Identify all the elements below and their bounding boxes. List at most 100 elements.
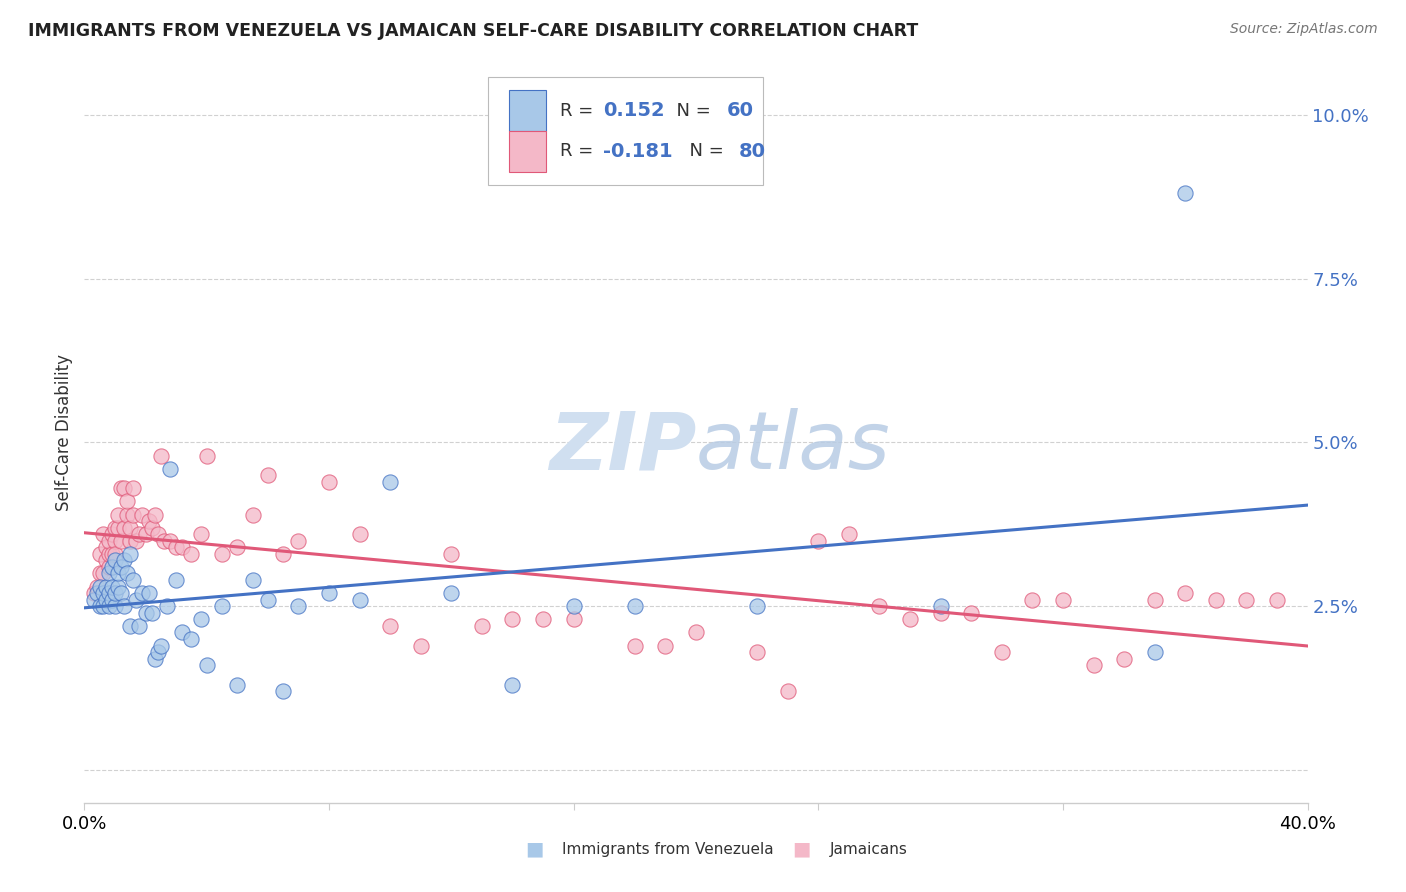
Point (91, 586, 114, 600)
Point (86, 586, 108, 600)
Point (1236, 592, 1258, 607)
Point (747, 599, 769, 614)
Point (131, 586, 153, 600)
Text: ■: ■ (792, 839, 811, 859)
Text: -0.181: -0.181 (603, 142, 672, 161)
Point (190, 612, 212, 626)
Point (838, 527, 860, 541)
Point (110, 481, 132, 495)
Text: ZIP: ZIP (548, 409, 696, 486)
Point (153, 533, 176, 548)
Point (149, 639, 172, 653)
Point (165, 541, 187, 555)
Point (257, 468, 280, 483)
Point (86, 580, 108, 594)
Y-axis label: Self-Care Disability: Self-Care Disability (55, 354, 73, 511)
Point (101, 527, 124, 541)
Point (141, 606, 163, 620)
Point (89, 580, 111, 594)
Point (112, 521, 135, 535)
Point (115, 566, 138, 581)
Point (1052, 592, 1074, 607)
Point (440, 586, 463, 600)
Point (94, 592, 117, 607)
Point (380, 619, 402, 633)
Point (242, 508, 264, 522)
Point (146, 527, 169, 541)
Point (1021, 592, 1043, 607)
Point (211, 547, 233, 561)
Point (242, 573, 264, 587)
Point (502, 678, 524, 692)
Point (91, 599, 114, 614)
Point (172, 625, 194, 640)
Point (747, 645, 769, 659)
Point (349, 527, 371, 541)
Point (83, 586, 105, 600)
Point (89, 599, 111, 614)
Point (101, 560, 124, 574)
Point (807, 533, 830, 548)
Point (869, 599, 891, 614)
Point (104, 533, 127, 548)
Point (165, 573, 187, 587)
Point (112, 599, 135, 614)
Point (685, 625, 707, 640)
Point (318, 586, 340, 600)
Point (929, 599, 952, 614)
Point (112, 553, 135, 567)
Point (107, 566, 129, 581)
Point (1174, 586, 1197, 600)
Point (146, 645, 169, 659)
Point (195, 449, 218, 463)
Point (143, 508, 166, 522)
Point (104, 599, 127, 614)
Point (91, 566, 114, 581)
Point (929, 606, 952, 620)
Point (287, 533, 309, 548)
Point (104, 586, 127, 600)
Point (128, 619, 150, 633)
Point (1143, 592, 1166, 607)
Point (97, 547, 120, 561)
Point (97, 560, 120, 574)
Point (101, 580, 124, 594)
Point (409, 639, 432, 653)
Point (104, 547, 127, 561)
Point (112, 481, 135, 495)
Point (271, 547, 294, 561)
Point (180, 547, 202, 561)
Point (120, 521, 142, 535)
Point (991, 645, 1014, 659)
Point (226, 678, 249, 692)
Point (83, 592, 105, 607)
Point (180, 632, 202, 646)
Point (120, 547, 142, 561)
Point (110, 586, 132, 600)
Point (776, 684, 799, 698)
Point (94, 580, 117, 594)
Point (226, 541, 249, 555)
Point (898, 612, 921, 626)
Point (107, 580, 129, 594)
Text: R =: R = (560, 143, 599, 161)
Point (287, 599, 309, 614)
Text: Jamaicans: Jamaicans (830, 842, 907, 856)
Point (1205, 592, 1227, 607)
Point (172, 541, 194, 555)
Point (89, 547, 111, 561)
Point (562, 612, 585, 626)
Point (107, 508, 129, 522)
Text: N =: N = (678, 143, 730, 161)
Text: 0.152: 0.152 (603, 101, 665, 120)
FancyBboxPatch shape (509, 131, 546, 171)
Point (122, 508, 145, 522)
Point (104, 553, 127, 567)
Point (110, 560, 132, 574)
Point (101, 547, 124, 561)
Text: 80: 80 (738, 142, 766, 161)
Point (271, 684, 294, 698)
Text: N =: N = (665, 102, 717, 120)
Point (128, 527, 150, 541)
Point (94, 541, 117, 555)
